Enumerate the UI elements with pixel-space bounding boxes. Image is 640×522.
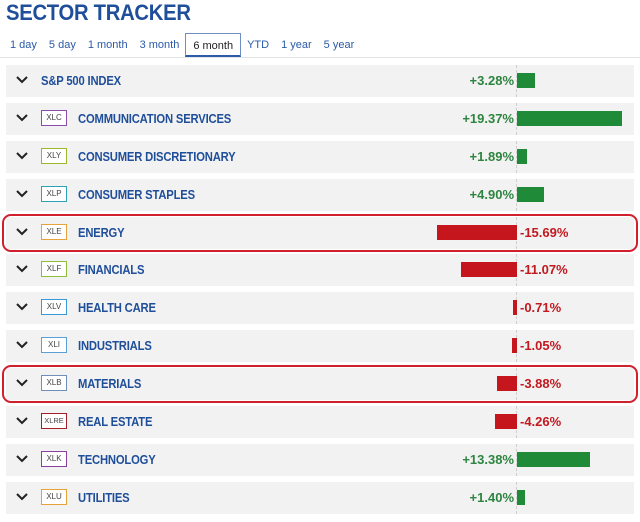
chevron-down-icon[interactable] bbox=[16, 415, 28, 427]
chevron-down-icon[interactable] bbox=[16, 226, 28, 238]
change-value: +3.28% bbox=[469, 73, 514, 88]
sector-name[interactable]: HEALTH CARE bbox=[78, 301, 156, 316]
chevron-down-icon[interactable] bbox=[16, 263, 28, 275]
zero-axis bbox=[516, 140, 518, 173]
sector-name[interactable]: FINANCIALS bbox=[78, 263, 145, 278]
sector-name[interactable]: INDUSTRIALS bbox=[78, 339, 152, 354]
sector-row[interactable]: XLB MATERIALS -3.88% bbox=[2, 365, 638, 404]
sector-row[interactable]: XLU UTILITIES +1.40% bbox=[6, 481, 634, 514]
zero-axis bbox=[516, 178, 518, 211]
change-bar bbox=[495, 414, 517, 430]
chevron-down-icon[interactable] bbox=[16, 301, 28, 313]
change-bar bbox=[437, 224, 517, 240]
sector-row[interactable]: XLK TECHNOLOGY +13.38% bbox=[6, 443, 634, 476]
tabs-divider bbox=[0, 57, 640, 58]
change-bar bbox=[517, 186, 544, 202]
change-value: +4.90% bbox=[469, 186, 514, 202]
sector-row[interactable]: XLC COMMUNICATION SERVICES +19.37% bbox=[6, 102, 634, 135]
ticker-badge: XLRE bbox=[41, 413, 67, 430]
timeframe-tabs: 1 day 5 day 1 month 3 month 6 month YTD … bbox=[4, 32, 360, 58]
change-bar bbox=[517, 110, 622, 126]
sector-row[interactable]: XLV HEALTH CARE -0.71% bbox=[6, 292, 634, 325]
chevron-down-icon[interactable] bbox=[16, 453, 28, 465]
chevron-down-icon[interactable] bbox=[16, 112, 28, 124]
change-value: +1.40% bbox=[469, 489, 514, 505]
ticker-badge: XLI bbox=[41, 337, 67, 354]
ticker-badge: XLU bbox=[41, 488, 67, 505]
change-value: +13.38% bbox=[462, 451, 514, 467]
change-bar bbox=[517, 451, 590, 467]
tab-5-day[interactable]: 5 day bbox=[48, 39, 76, 51]
tab-1-month[interactable]: 1 month bbox=[87, 39, 128, 51]
tab-5-year[interactable]: 5 year bbox=[323, 39, 355, 51]
tab-1-day[interactable]: 1 day bbox=[10, 39, 37, 51]
sector-name[interactable]: UTILITIES bbox=[78, 490, 130, 505]
chevron-down-icon[interactable] bbox=[16, 491, 28, 503]
change-bar bbox=[497, 376, 517, 392]
sector-list: S&P 500 INDEX +3.28% XLC COMMUNICATION SERV… bbox=[2, 65, 638, 520]
sector-row[interactable]: XLE ENERGY -15.69% bbox=[2, 213, 638, 252]
chevron-down-icon[interactable] bbox=[16, 188, 28, 200]
sector-name[interactable]: ENERGY bbox=[78, 225, 125, 240]
change-bar bbox=[517, 73, 535, 88]
zero-axis bbox=[516, 443, 518, 476]
chevron-down-icon[interactable] bbox=[16, 377, 28, 389]
change-bar bbox=[517, 148, 528, 164]
tab-1-year[interactable]: 1 year bbox=[281, 39, 312, 51]
sector-name[interactable]: TECHNOLOGY bbox=[78, 452, 156, 467]
chevron-down-icon[interactable] bbox=[16, 150, 28, 162]
chevron-down-icon[interactable] bbox=[16, 74, 28, 86]
change-value: -0.71% bbox=[520, 300, 562, 316]
ticker-badge: XLF bbox=[41, 261, 67, 278]
change-value: -1.05% bbox=[520, 338, 562, 354]
zero-axis bbox=[516, 102, 518, 135]
sector-name[interactable]: CONSUMER DISCRETIONARY bbox=[78, 149, 236, 164]
change-value: +19.37% bbox=[462, 110, 514, 126]
sector-name[interactable]: MATERIALS bbox=[78, 377, 142, 392]
sector-row[interactable]: XLP CONSUMER STAPLES +4.90% bbox=[6, 178, 634, 211]
change-bar bbox=[513, 300, 517, 316]
sector-name[interactable]: S&P 500 INDEX bbox=[41, 74, 122, 88]
tab-3-month[interactable]: 3 month bbox=[139, 39, 180, 51]
zero-axis bbox=[516, 65, 518, 97]
sector-row[interactable]: S&P 500 INDEX +3.28% bbox=[6, 65, 634, 97]
tab-6-month[interactable]: 6 month bbox=[185, 33, 242, 57]
change-bar bbox=[511, 338, 517, 354]
change-value: -11.07% bbox=[520, 262, 568, 278]
sector-row[interactable]: XLRE REAL ESTATE -4.26% bbox=[6, 406, 634, 439]
ticker-badge: XLB bbox=[41, 375, 67, 392]
change-value: -15.69% bbox=[520, 224, 569, 240]
ticker-badge: XLK bbox=[41, 450, 67, 467]
sector-name[interactable]: CONSUMER STAPLES bbox=[78, 187, 195, 202]
sector-row[interactable]: XLI INDUSTRIALS -1.05% bbox=[6, 330, 634, 363]
change-bar bbox=[460, 262, 517, 278]
ticker-badge: XLP bbox=[41, 185, 67, 202]
chevron-down-icon[interactable] bbox=[16, 339, 28, 351]
change-value: -4.26% bbox=[520, 414, 562, 430]
sector-name[interactable]: REAL ESTATE bbox=[78, 415, 153, 430]
ticker-badge: XLC bbox=[41, 109, 67, 126]
ticker-badge: XLY bbox=[41, 147, 67, 164]
zero-axis bbox=[516, 481, 518, 514]
ticker-badge: XLE bbox=[41, 223, 67, 240]
tab-ytd[interactable]: YTD bbox=[247, 39, 270, 51]
ticker-badge: XLV bbox=[41, 299, 67, 316]
page-title: SECTOR TRACKER bbox=[6, 0, 191, 25]
change-value: -3.88% bbox=[520, 376, 562, 392]
change-bar bbox=[517, 489, 525, 505]
sector-row[interactable]: XLF FINANCIALS -11.07% bbox=[6, 254, 634, 287]
sector-row[interactable]: XLY CONSUMER DISCRETIONARY +1.89% bbox=[6, 140, 634, 173]
sector-name[interactable]: COMMUNICATION SERVICES bbox=[78, 111, 232, 126]
change-value: +1.89% bbox=[469, 148, 514, 164]
